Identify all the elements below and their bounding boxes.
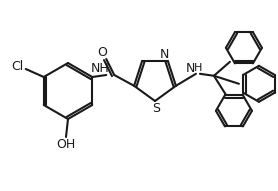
Text: N: N [186, 62, 196, 75]
Text: NH: NH [91, 62, 110, 74]
Text: O: O [97, 45, 107, 58]
Text: N: N [160, 48, 170, 61]
Text: H: H [194, 63, 202, 73]
Text: OH: OH [56, 138, 76, 151]
Text: Cl: Cl [12, 60, 24, 73]
Text: S: S [152, 101, 160, 114]
